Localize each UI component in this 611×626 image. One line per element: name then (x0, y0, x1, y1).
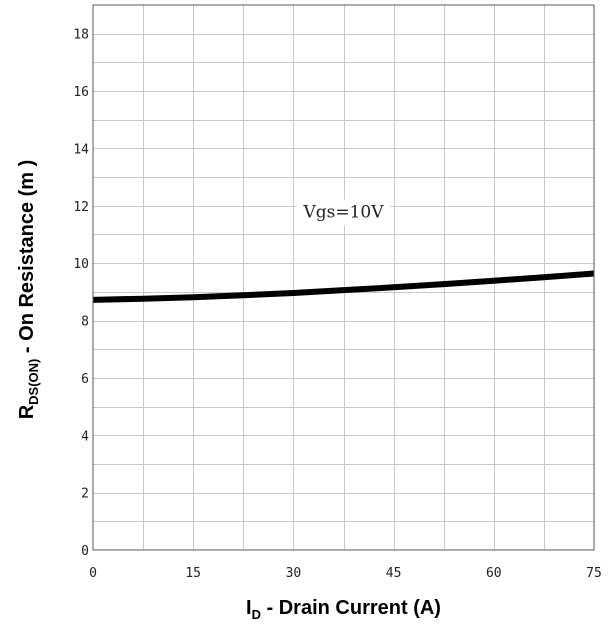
y-tick-label: 0 (81, 544, 89, 559)
x-tick-label: 45 (386, 566, 402, 581)
annotation-label: Vgs=10V (302, 203, 384, 223)
x-axis-title-subscript: D (252, 607, 261, 622)
y-axis-title-subscript: DS(ON) (26, 359, 41, 405)
y-tick-label: 6 (81, 372, 89, 387)
y-axis-title-main: R (16, 404, 38, 419)
y-tick-label: 14 (73, 142, 89, 157)
x-tick-label: 60 (486, 566, 502, 581)
x-tick-label: 15 (185, 566, 201, 581)
y-axis-ticks: 0 2 4 6 8 10 12 14 16 18 (73, 28, 89, 559)
y-tick-label: 12 (73, 200, 89, 215)
x-axis-ticks: 0 15 30 45 60 75 (89, 566, 602, 581)
x-axis-title-rest: - Drain Current (A) (261, 597, 441, 619)
plot-frame (92, 4, 595, 551)
y-tick-label: 10 (73, 257, 89, 272)
y-tick-label: 18 (73, 28, 89, 43)
x-tick-label: 30 (286, 566, 302, 581)
y-axis-title: RDS(ON) - On Resistance (m ) (16, 160, 41, 420)
annotation-layer: Vgs=10V (296, 199, 391, 226)
series-layer (92, 270, 595, 303)
y-tick-label: 2 (81, 487, 89, 502)
x-axis-title-main: I (246, 597, 252, 619)
x-tick-label: 75 (586, 566, 602, 581)
y-tick-label: 16 (73, 85, 89, 100)
annotation-background (296, 199, 391, 226)
x-tick-label: 0 (89, 566, 97, 581)
series-line (92, 270, 595, 303)
x-axis-title: ID - Drain Current (A) (246, 597, 441, 622)
y-tick-label: 4 (81, 429, 89, 444)
y-tick-label: 8 (81, 315, 89, 330)
y-axis-title-rest: - On Resistance (m ) (16, 160, 38, 359)
